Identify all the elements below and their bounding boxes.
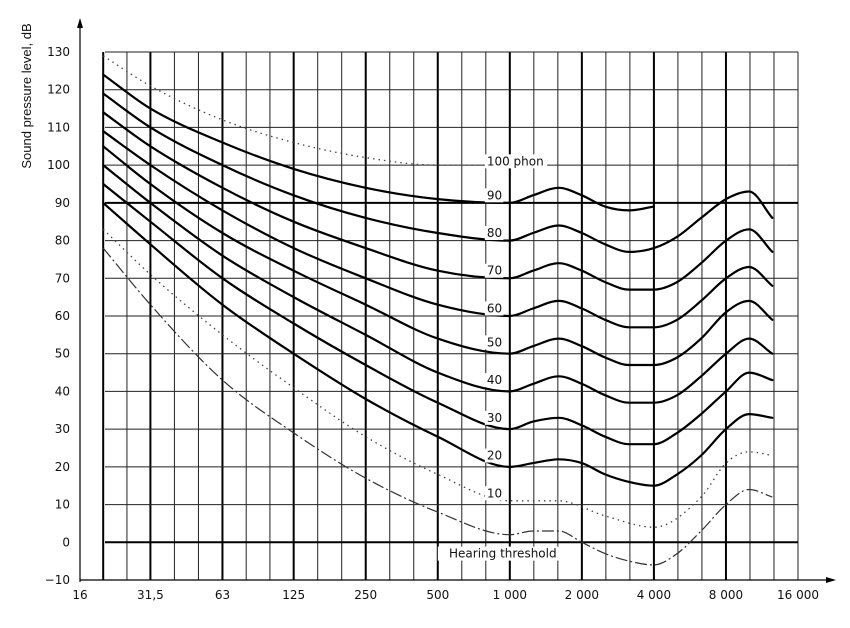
x-tick-label: 1 000 — [493, 588, 527, 602]
y-tick-label: 30 — [55, 422, 70, 436]
curve-label-20: 20 — [487, 449, 502, 463]
x-tick-label: 63 — [215, 588, 230, 602]
y-tick-label: 0 — [62, 535, 70, 549]
curve-label-bg — [484, 188, 504, 203]
curve-50 — [102, 145, 774, 367]
y-tick-label: 100 — [47, 158, 70, 172]
curve-20 — [102, 201, 774, 487]
x-tick-label: 31,5 — [137, 588, 164, 602]
x-tick-label: 125 — [282, 588, 305, 602]
y-tick-label: 90 — [55, 196, 70, 210]
y-axis-arrow — [77, 18, 83, 28]
y-tick-label: 120 — [47, 83, 70, 97]
curve-30 — [102, 182, 774, 446]
grid — [102, 51, 799, 581]
curve-label-bg — [484, 335, 504, 350]
x-tick-label: 16 — [72, 588, 87, 602]
x-tick-label: 500 — [426, 588, 449, 602]
curve-label-bg — [484, 154, 548, 169]
curve-label-bg — [484, 486, 504, 501]
curve-label-100-phon: 100 phon — [487, 154, 544, 168]
x-tick-label: 8 000 — [709, 588, 743, 602]
y-tick-label: 110 — [47, 120, 70, 134]
curve-label-bg — [484, 448, 504, 463]
y-tick-label: 50 — [55, 347, 70, 361]
curves — [102, 55, 798, 566]
y-tick-label: 60 — [55, 309, 70, 323]
curve-90 — [102, 73, 655, 212]
curve-70 — [102, 111, 774, 291]
labels: 100 phon 90 80 70 60 50 40 30 20 10 Hearing thresh… — [437, 154, 568, 561]
curve-hearing-threshold — [102, 247, 773, 566]
curve-label-bg — [484, 226, 504, 241]
x-tick-label: 250 — [354, 588, 377, 602]
curve-label-bg — [484, 410, 504, 425]
y-tick-label: −10 — [45, 573, 70, 587]
x-tick-label: 4 000 — [637, 588, 671, 602]
curve-40 — [102, 164, 774, 404]
y-tick-label: 80 — [55, 234, 70, 248]
x-tick-label: 16 000 — [777, 588, 819, 602]
curve-label-90: 90 — [487, 188, 502, 202]
y-tick-label: 70 — [55, 271, 70, 285]
y-tick-label: 40 — [55, 384, 70, 398]
y-tick-label: 20 — [55, 460, 70, 474]
curve-label-10: 10 — [487, 486, 502, 500]
curve-label-70: 70 — [487, 264, 502, 278]
curve-label-60: 60 — [487, 301, 502, 315]
curve-label-50: 50 — [487, 335, 502, 349]
curve-60 — [102, 130, 774, 329]
curve-label-40: 40 — [487, 373, 502, 387]
annotation-bg — [437, 546, 568, 561]
x-tick-label: 2 000 — [565, 588, 599, 602]
curve-label-80: 80 — [487, 226, 502, 240]
y-tick-label: 10 — [55, 498, 70, 512]
curve-label-bg — [484, 263, 504, 278]
annotation-label: Hearing threshold — [449, 547, 557, 561]
curve-label-30: 30 — [487, 411, 502, 425]
y-axis-title: Sound pressure level, dB — [19, 23, 34, 168]
curve-label-bg — [484, 301, 504, 316]
curve-label-bg — [484, 373, 504, 388]
axes: −10 0 10 20 30 40 50 60 70 80 90 100 110 120 130 16 31,5… — [45, 18, 836, 602]
x-axis-arrow — [826, 577, 836, 583]
curve-100-phon — [102, 55, 510, 166]
curve-80 — [102, 92, 774, 253]
y-tick-label: 130 — [47, 45, 70, 59]
